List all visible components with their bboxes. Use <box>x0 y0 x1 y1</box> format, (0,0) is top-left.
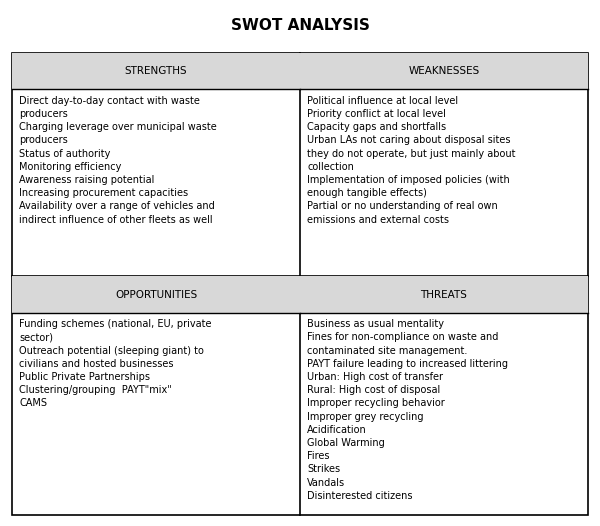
Text: Direct day-to-day contact with waste
producers
Charging leverage over municipal : Direct day-to-day contact with waste pro… <box>19 96 217 225</box>
Text: THREATS: THREATS <box>421 289 467 300</box>
Bar <box>12 53 300 89</box>
Text: WEAKNESSES: WEAKNESSES <box>409 66 479 76</box>
Text: Business as usual mentality
Fines for non-compliance on waste and
contaminated s: Business as usual mentality Fines for no… <box>307 319 508 501</box>
Bar <box>300 276 588 313</box>
Text: SWOT ANALYSIS: SWOT ANALYSIS <box>230 18 370 34</box>
Bar <box>12 276 300 313</box>
Bar <box>300 53 588 89</box>
Text: OPPORTUNITIES: OPPORTUNITIES <box>115 289 197 300</box>
Text: STRENGTHS: STRENGTHS <box>125 66 187 76</box>
Text: Political influence at local level
Priority conflict at local level
Capacity gap: Political influence at local level Prior… <box>307 96 516 225</box>
Text: Funding schemes (national, EU, private
sector)
Outreach potential (sleeping gian: Funding schemes (national, EU, private s… <box>19 319 212 409</box>
Bar <box>12 53 588 515</box>
